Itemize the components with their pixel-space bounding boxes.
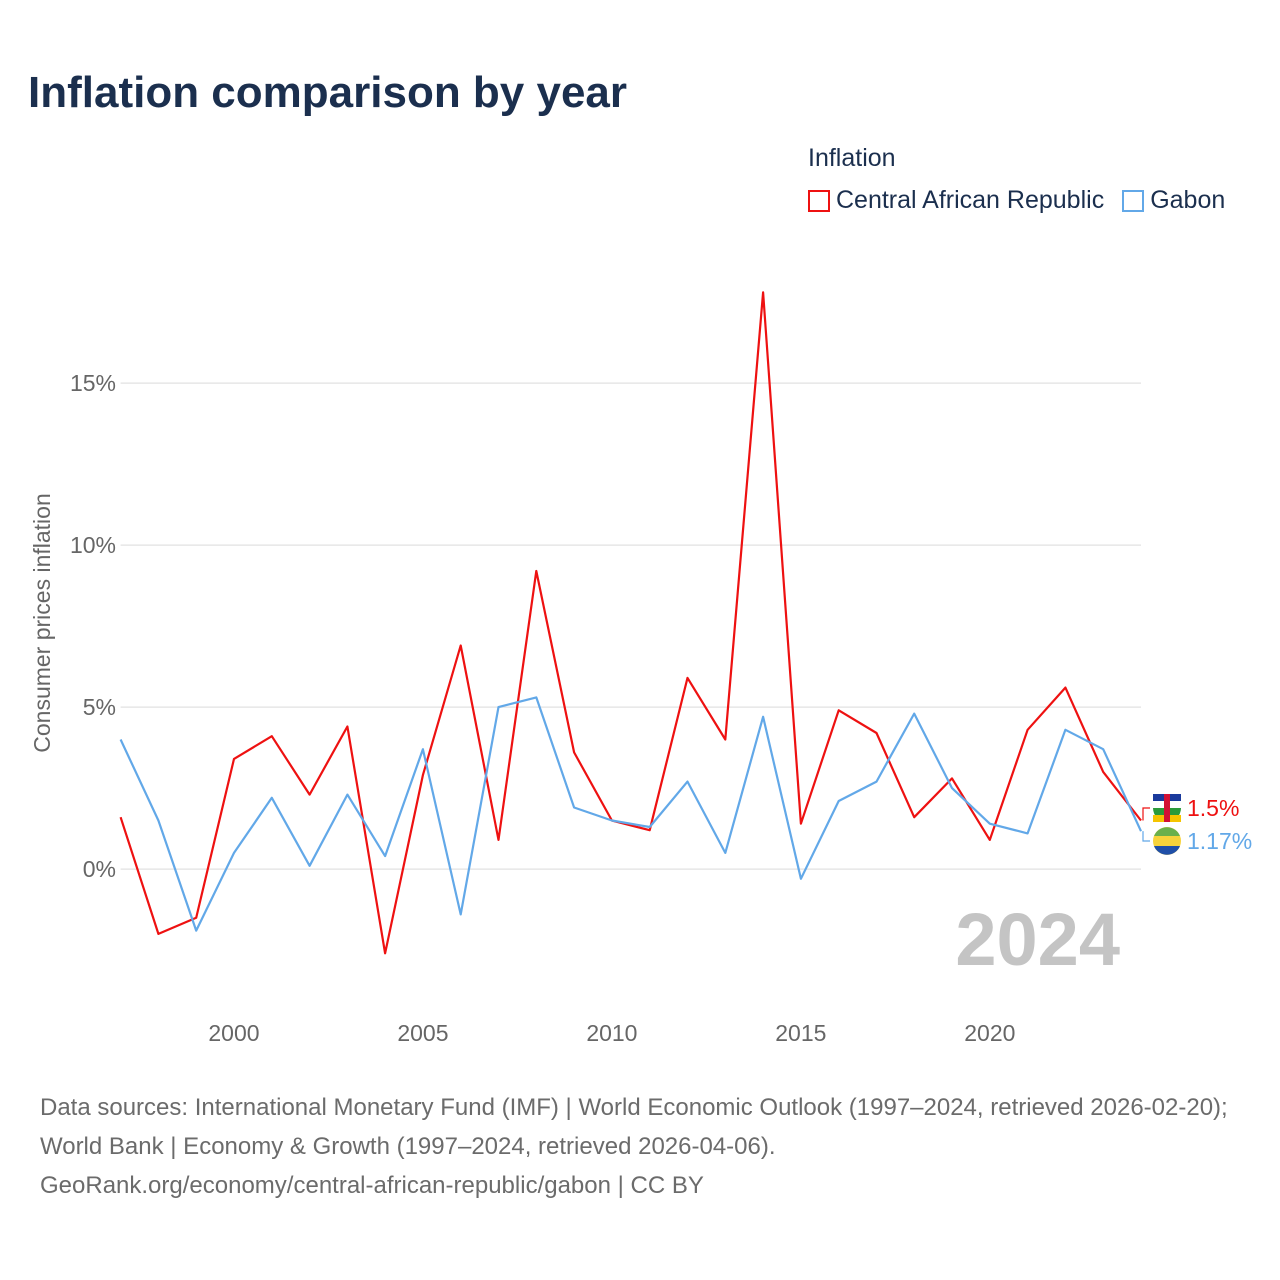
x-tick-label: 2000 (208, 1020, 259, 1046)
flag-stripe (1154, 827, 1180, 836)
legend-swatch-gabon (1122, 189, 1145, 212)
x-tick-label: 2005 (397, 1020, 448, 1046)
end-value-label: 1.5% (1187, 795, 1239, 821)
legend: Central African Republic Gabon (808, 186, 1225, 215)
credit-link[interactable]: GeoRank.org/economy/central-african-repu… (40, 1172, 704, 1199)
end-connector (1142, 807, 1150, 821)
legend-swatch-car (808, 189, 830, 212)
year-watermark: 2024 (955, 898, 1120, 981)
flag-stripe (1154, 846, 1180, 855)
end-connector (1142, 831, 1150, 842)
x-tick-label: 2015 (775, 1020, 826, 1046)
legend-label: Central African Republic (836, 186, 1105, 214)
y-tick-label: 15% (70, 370, 116, 396)
y-axis-label: Consumer prices inflation (29, 493, 55, 753)
footer: Data sources: International Monetary Fun… (40, 1088, 1250, 1205)
y-tick-label: 10% (70, 532, 116, 558)
legend-label: Gabon (1150, 186, 1226, 214)
series-line-gabon (119, 696, 1142, 932)
x-tick-label: 2010 (586, 1020, 637, 1046)
data-sources: Data sources: International Monetary Fun… (40, 1094, 1228, 1160)
legend-item-gabon[interactable]: Gabon (1122, 186, 1225, 215)
chart-title: Inflation comparison by year (28, 68, 628, 117)
legend-item-car[interactable]: Central African Republic (808, 186, 1104, 215)
y-tick-label: 0% (83, 856, 116, 882)
x-tick-label: 2020 (964, 1020, 1015, 1046)
end-value-label: 1.17% (1187, 828, 1252, 854)
flag-stripe (1164, 794, 1170, 822)
legend-title: Inflation (808, 144, 896, 172)
y-tick-label: 5% (83, 694, 116, 720)
series-line-car (119, 291, 1142, 955)
